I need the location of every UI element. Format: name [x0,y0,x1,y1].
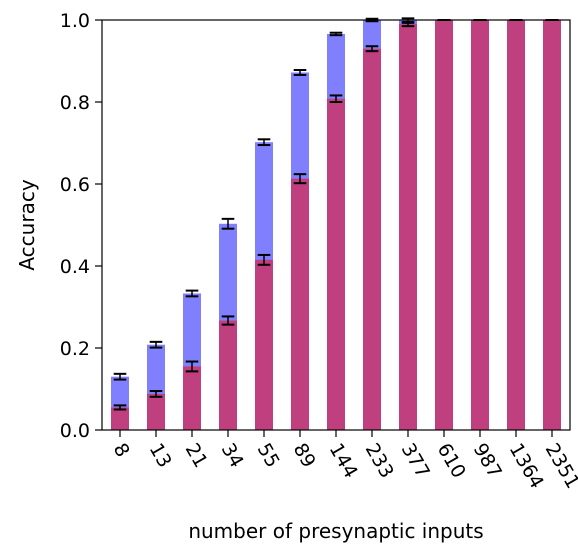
bars-layer [111,20,561,430]
x-tick-label-13: 13 [145,440,176,472]
bar-s2-233 [363,48,381,430]
bar-s2-377 [399,24,417,430]
y-tick-label-0.6: 0.6 [60,174,90,196]
x-tick-label-1364: 1364 [505,440,548,493]
errorbar-s1-13 [149,340,163,349]
errorbar-s2-21 [185,360,199,373]
bar-s2-8 [111,407,129,430]
y-ticks-layer: 0.0 0.2 0.4 0.6 0.8 1.0 [60,10,102,442]
bar-s2-987 [471,20,489,430]
errorbar-s2-377 [401,21,415,28]
bar-s2-2351 [543,20,561,430]
bar-s2-21 [183,366,201,430]
errorbar-s1-34 [221,217,235,230]
bar-s2-34 [219,320,237,430]
errorbar-s2-233 [365,45,379,53]
x-tick-label-21: 21 [181,440,212,472]
x-tick-label-55: 55 [253,440,284,472]
x-tick-label-377: 377 [397,440,434,482]
bar-s2-610 [435,20,453,430]
errorbar-s2-55 [257,253,271,266]
x-tick-label-2351: 2351 [541,440,578,493]
bar-s2-55 [255,259,273,430]
errorbar-s2-34 [221,315,235,326]
x-tick-label-34: 34 [217,440,248,472]
errorbar-s1-21 [185,289,199,298]
errorbar-s1-55 [257,138,271,147]
y-tick-label-1.0: 1.0 [60,10,90,32]
x-tick-label-8: 8 [109,440,134,461]
x-tick-label-89: 89 [289,440,320,472]
x-tick-label-233: 233 [361,440,398,482]
y-tick-label-0.0: 0.0 [60,420,90,442]
bar-s2-144 [327,98,345,430]
x-tick-label-987: 987 [469,440,506,482]
errorbar-s1-144 [329,31,343,37]
y-tick-label-0.2: 0.2 [60,338,90,360]
bar-s2-89 [291,178,309,430]
x-tick-label-144: 144 [325,440,362,482]
errorbar-s1-89 [293,69,307,76]
x-axis-label: number of presynaptic inputs [188,519,483,543]
y-tick-label-0.4: 0.4 [60,256,90,278]
bar-s2-1364 [507,20,525,430]
x-tick-label-610: 610 [433,440,470,482]
errorbar-s2-89 [293,173,307,185]
errorbar-s2-13 [149,390,163,398]
bar-s2-13 [147,393,165,430]
y-axis-label: Accuracy [15,179,39,270]
errorbar-s2-8 [113,404,127,411]
errorbar-s2-144 [329,94,343,103]
errorbar-s1-8 [113,372,127,381]
y-tick-label-0.8: 0.8 [60,92,90,114]
